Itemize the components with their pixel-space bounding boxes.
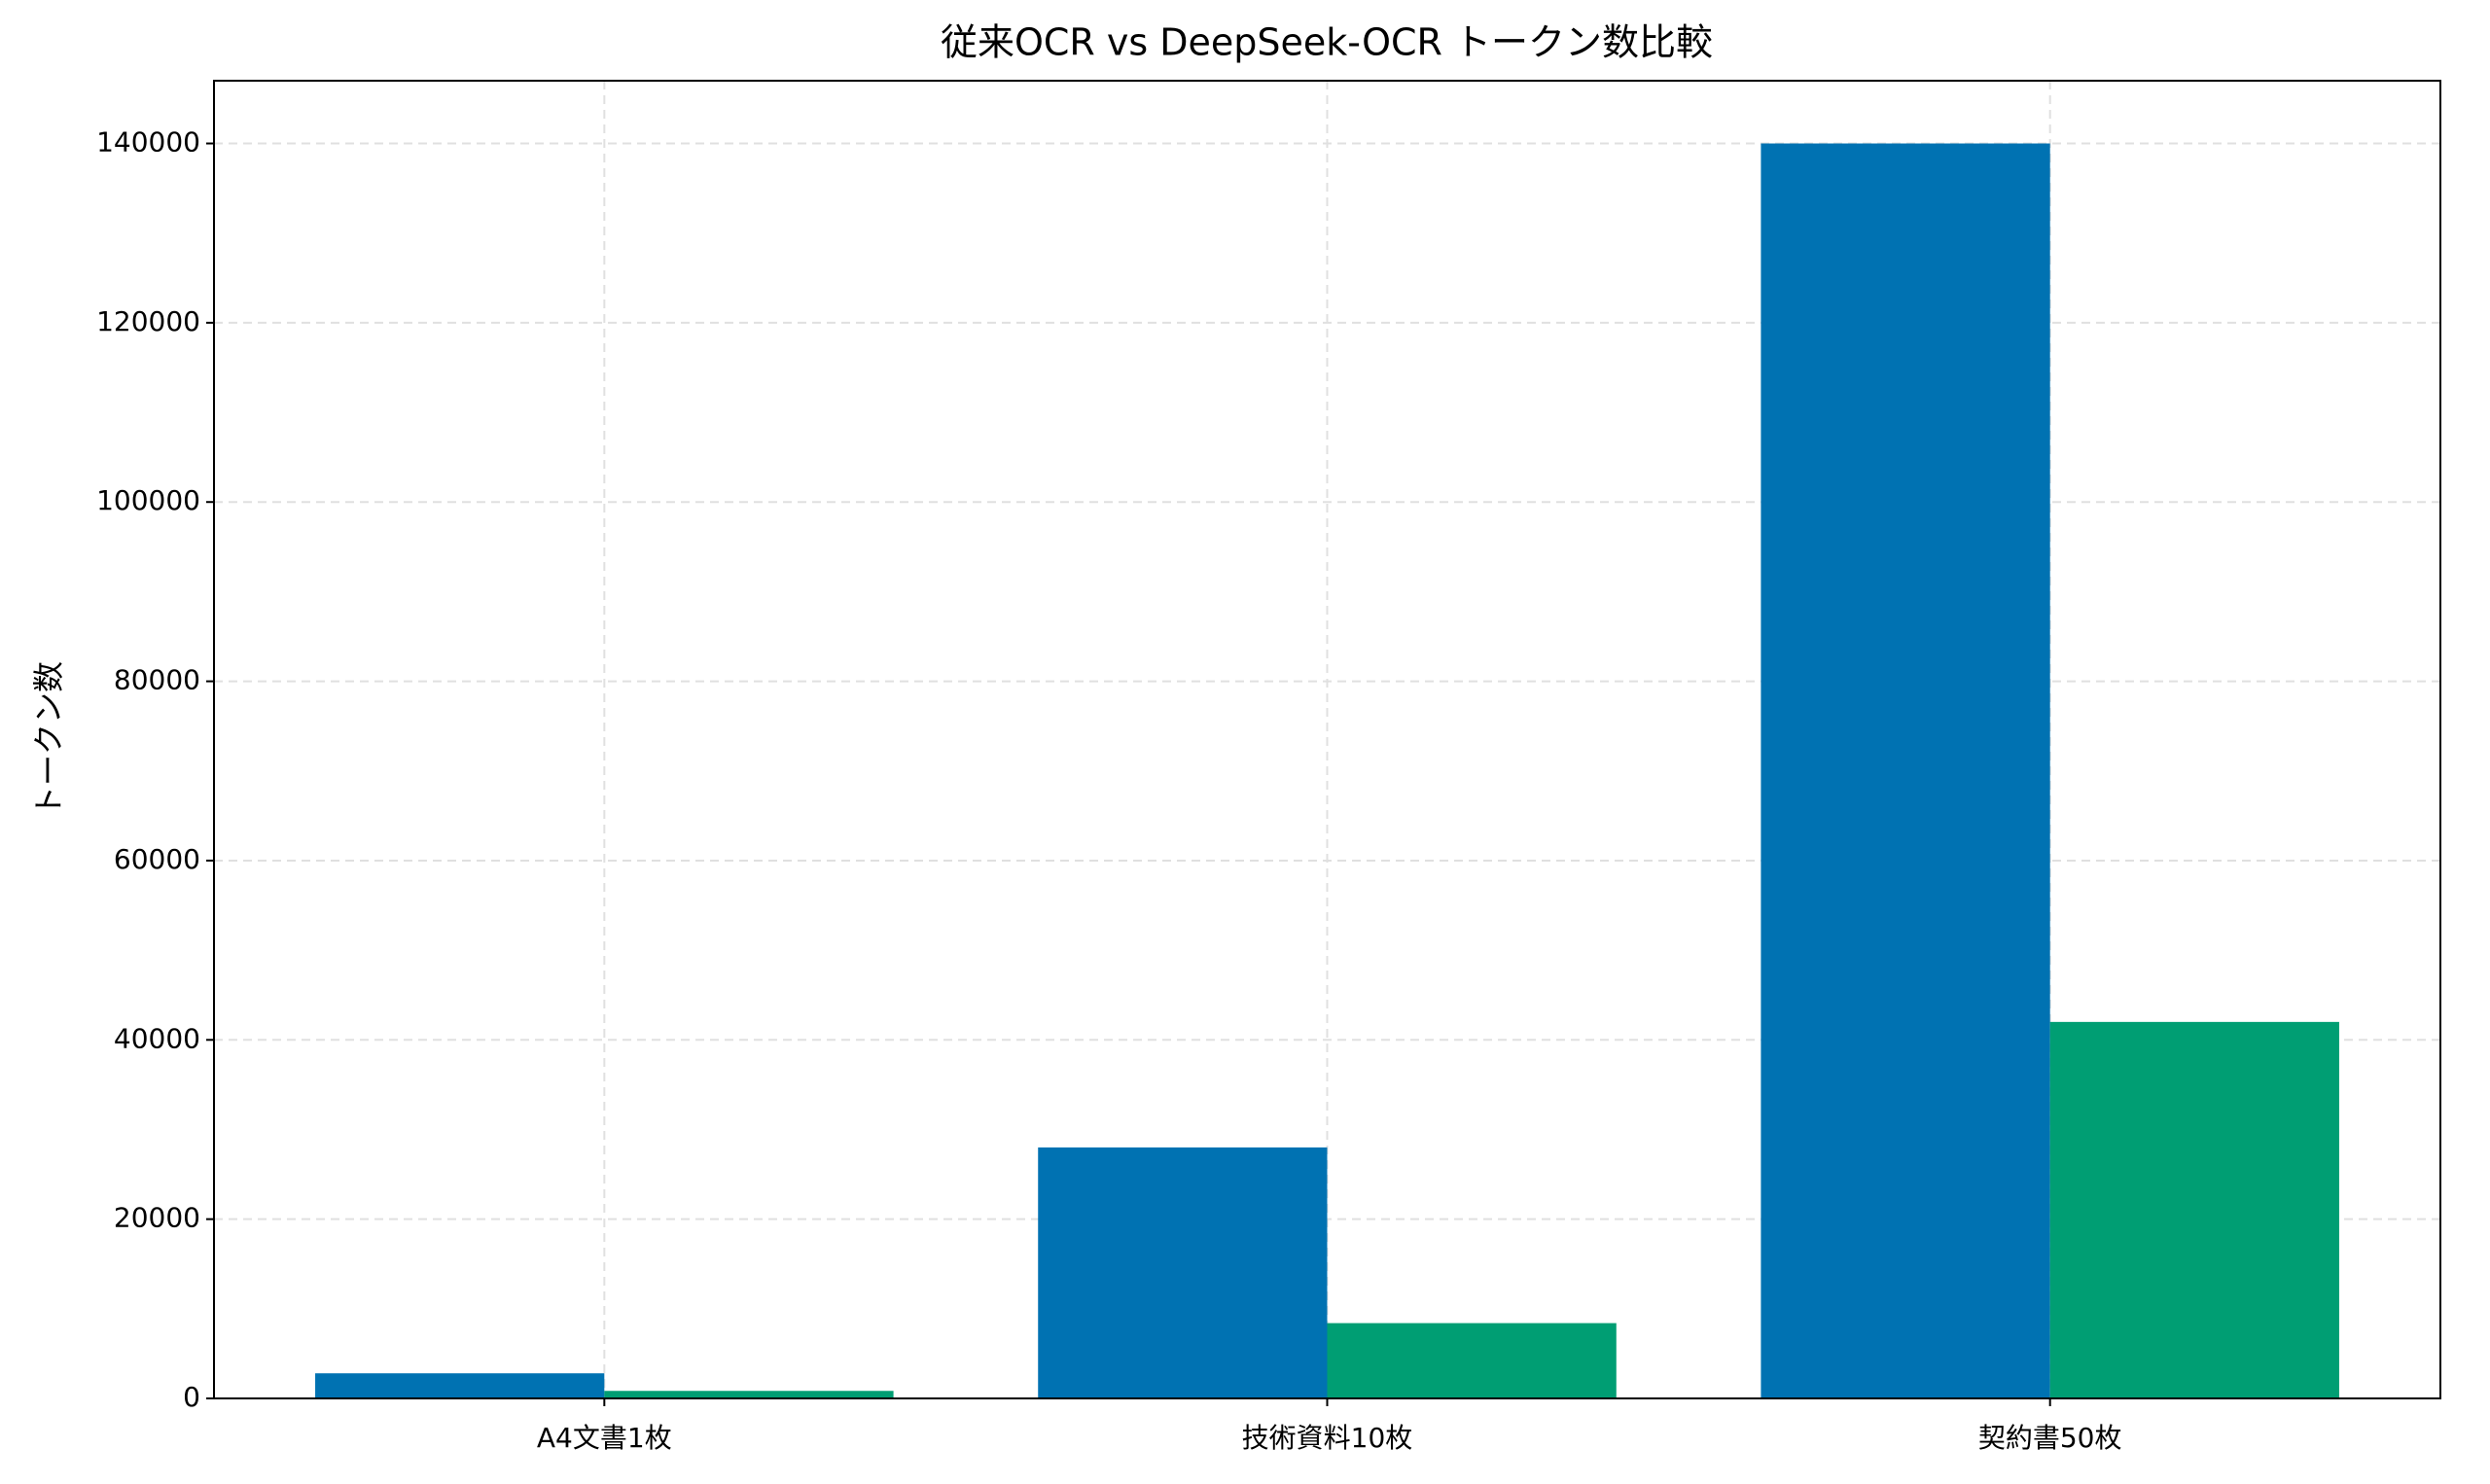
y-tick-label: 60000 — [114, 843, 200, 875]
y-axis-label: トークン数 — [30, 661, 67, 817]
y-tick-label: 40000 — [114, 1022, 200, 1054]
x-tick-label: 契約書50枚 — [1978, 1422, 2122, 1454]
x-tick-label: A4文書1枚 — [537, 1422, 672, 1454]
bar — [315, 1373, 605, 1398]
y-tick-label: 20000 — [114, 1202, 200, 1234]
chart-title: 従来OCR vs DeepSeek-OCR トークン数比較 — [941, 21, 1713, 64]
y-tick-label: 140000 — [96, 126, 200, 159]
bar — [1761, 143, 2050, 1398]
bar — [2049, 1021, 2339, 1398]
bar — [604, 1391, 894, 1398]
y-tick-label: 0 — [183, 1381, 200, 1413]
y-tick-label: 100000 — [96, 484, 200, 516]
bar — [1038, 1147, 1328, 1398]
y-tick-label: 80000 — [114, 664, 200, 696]
x-tick-label: 技術資料10枚 — [1242, 1422, 1413, 1454]
plot-frame — [213, 80, 2441, 1399]
y-tick-label: 120000 — [96, 305, 200, 337]
bar — [1327, 1323, 1617, 1398]
